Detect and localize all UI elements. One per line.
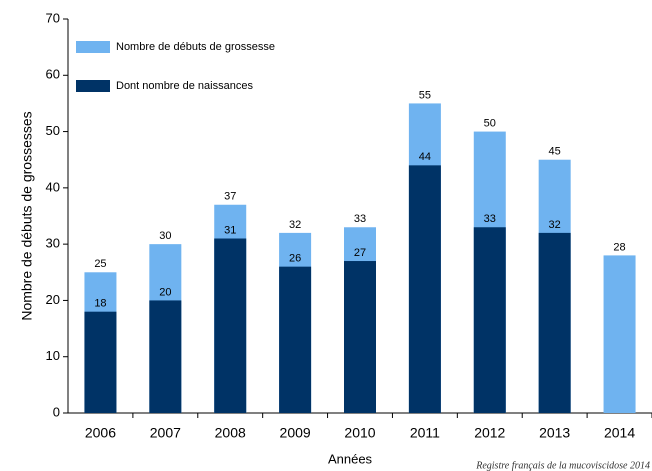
data-label: 26 [289,253,301,265]
bar [344,261,376,413]
x-tick-label: 2006 [85,425,116,441]
data-label: 31 [224,224,236,236]
x-tick-label: 2009 [280,425,311,441]
bar [279,266,312,413]
y-tick-label: 70 [46,10,60,25]
y-tick-label: 30 [46,236,60,251]
x-tick-label: 2010 [344,425,375,441]
data-label: 30 [159,230,171,242]
y-axis-label: Nombre de débuts de grossesses [19,111,35,320]
bar [538,232,571,413]
bar [84,311,117,413]
data-label: 25 [94,258,106,270]
legend-label: Nombre de débuts de grossesse [116,41,275,53]
data-label: 45 [549,146,561,158]
legend-label: Dont nombre de naissances [116,80,253,92]
data-label: 27 [354,247,366,259]
bar [214,238,247,413]
bar [473,227,506,413]
y-tick-label: 10 [46,348,60,363]
x-tick-label: 2008 [215,425,246,441]
data-label: 32 [549,219,561,231]
x-axis-label: Années [328,451,373,466]
source: Registre français de la mucoviscidose 20… [475,460,650,471]
data-label: 33 [354,213,366,225]
y-tick-label: 60 [46,67,60,82]
data-label: 37 [224,191,236,203]
x-tick-label: 2013 [539,425,570,441]
data-label: 33 [484,213,496,225]
legend-swatch [76,41,110,53]
data-label: 50 [484,117,496,129]
x-tick-label: 2012 [474,425,505,441]
data-label: 44 [419,151,431,163]
legend-swatch [76,80,110,92]
bar [603,255,636,413]
y-tick-label: 0 [53,404,60,419]
data-label: 28 [613,241,625,253]
y-tick-label: 50 [46,123,60,138]
data-label: 32 [289,219,301,231]
bar [408,165,441,413]
data-label: 20 [159,286,171,298]
data-label: 55 [419,89,431,101]
y-tick-label: 20 [46,292,60,307]
bar [149,300,182,413]
x-tick-label: 2014 [604,425,635,441]
y-tick-label: 40 [46,179,60,194]
data-label: 18 [94,298,106,310]
x-tick-label: 2011 [410,425,440,441]
x-tick-label: 2007 [150,425,181,441]
